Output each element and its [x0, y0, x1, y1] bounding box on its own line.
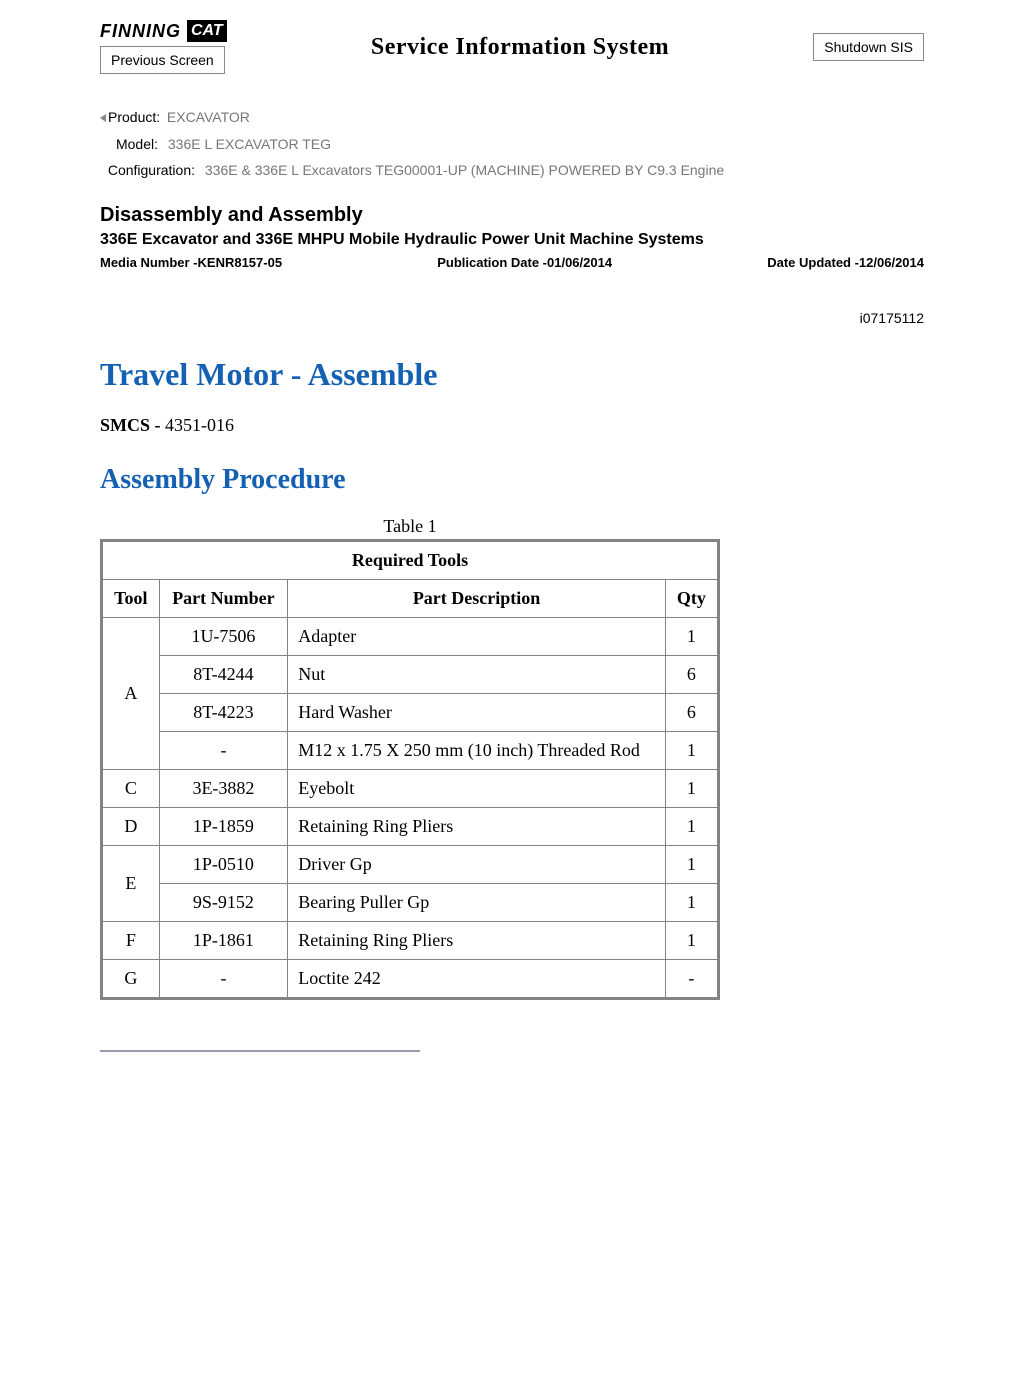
page-title: Travel Motor - Assemble	[100, 356, 924, 393]
col-qty: Qty	[665, 579, 718, 617]
table-row: C 3E-3882 Eyebolt 1	[102, 769, 719, 807]
cell-qty: 1	[665, 921, 718, 959]
arrow-left-icon[interactable]	[100, 114, 106, 122]
cell-tool: E	[102, 845, 160, 921]
logo-wrap: FINNING CAT Previous Screen	[100, 20, 227, 74]
meta-value: 336E & 336E L Excavators TEG00001-UP (MA…	[205, 162, 724, 178]
sis-title: Service Information System	[371, 34, 669, 61]
table-row: 8T-4244 Nut 6	[102, 655, 719, 693]
table-caption: Table 1	[100, 516, 720, 537]
cell-tool: G	[102, 959, 160, 998]
header: FINNING CAT Previous Screen Service Info…	[10, 20, 1014, 74]
da-title: Disassembly and Assembly	[100, 204, 924, 227]
cell-qty: 1	[665, 769, 718, 807]
cell-pn: 1P-1861	[159, 921, 288, 959]
cell-desc: Retaining Ring Pliers	[288, 807, 666, 845]
smcs-value: 4351-016	[165, 415, 234, 435]
cell-qty: 1	[665, 845, 718, 883]
cell-tool: A	[102, 617, 160, 769]
col-part-description: Part Description	[288, 579, 666, 617]
publication-date: Publication Date -01/06/2014	[437, 255, 612, 270]
logo-finning-text: FINNING	[100, 21, 181, 42]
cell-qty: 1	[665, 731, 718, 769]
cell-tool: D	[102, 807, 160, 845]
media-number: Media Number -KENR8157-05	[100, 255, 282, 270]
meta-block: Product: EXCAVATOR Model: 336E L EXCAVAT…	[100, 104, 1014, 184]
document-body: Disassembly and Assembly 336E Excavator …	[100, 204, 924, 1000]
cell-qty: 1	[665, 807, 718, 845]
table-row: G - Loctite 242 -	[102, 959, 719, 998]
cell-qty: 1	[665, 883, 718, 921]
cell-desc: Loctite 242	[288, 959, 666, 998]
table-title: Required Tools	[102, 540, 719, 579]
cell-pn: 8T-4244	[159, 655, 288, 693]
meta-row-config: Configuration: 336E & 336E L Excavators …	[100, 157, 1014, 184]
cell-qty: 6	[665, 655, 718, 693]
meta-label: Model:	[100, 131, 158, 158]
cell-desc: Hard Washer	[288, 693, 666, 731]
meta-row-model: Model: 336E L EXCAVATOR TEG	[100, 131, 1014, 158]
cell-desc: Retaining Ring Pliers	[288, 921, 666, 959]
cell-desc: Driver Gp	[288, 845, 666, 883]
cell-pn: 1U-7506	[159, 617, 288, 655]
publication-row: Media Number -KENR8157-05 Publication Da…	[100, 255, 924, 270]
cell-pn: 1P-0510	[159, 845, 288, 883]
cell-desc: M12 x 1.75 X 250 mm (10 inch) Threaded R…	[288, 731, 666, 769]
cell-desc: Adapter	[288, 617, 666, 655]
table-row: F 1P-1861 Retaining Ring Pliers 1	[102, 921, 719, 959]
shutdown-sis-button[interactable]: Shutdown SIS	[813, 33, 924, 61]
doc-id: i07175112	[100, 310, 924, 326]
cell-pn: 9S-9152	[159, 883, 288, 921]
smcs-label: SMCS -	[100, 415, 165, 435]
section-title: Assembly Procedure	[100, 464, 924, 496]
col-part-number: Part Number	[159, 579, 288, 617]
cell-tool: C	[102, 769, 160, 807]
meta-row-product: Product: EXCAVATOR	[100, 104, 1014, 131]
cell-qty: -	[665, 959, 718, 998]
table-header-row: Tool Part Number Part Description Qty	[102, 579, 719, 617]
table-row: A 1U-7506 Adapter 1	[102, 617, 719, 655]
cell-pn: -	[159, 731, 288, 769]
smcs-line: SMCS - 4351-016	[100, 415, 924, 436]
table-row: - M12 x 1.75 X 250 mm (10 inch) Threaded…	[102, 731, 719, 769]
da-subtitle: 336E Excavator and 336E MHPU Mobile Hydr…	[100, 231, 924, 249]
table-row: D 1P-1859 Retaining Ring Pliers 1	[102, 807, 719, 845]
cell-desc: Bearing Puller Gp	[288, 883, 666, 921]
cell-pn: -	[159, 959, 288, 998]
table-title-row: Required Tools	[102, 540, 719, 579]
meta-label: Product:	[108, 104, 163, 131]
cell-qty: 6	[665, 693, 718, 731]
date-updated: Date Updated -12/06/2014	[767, 255, 924, 270]
cell-pn: 1P-1859	[159, 807, 288, 845]
meta-value: EXCAVATOR	[167, 109, 250, 125]
cell-desc: Nut	[288, 655, 666, 693]
logo-cat-badge: CAT	[187, 20, 227, 42]
col-tool: Tool	[102, 579, 160, 617]
logo: FINNING CAT	[100, 20, 227, 42]
footer-rule	[100, 1050, 420, 1052]
cell-pn: 3E-3882	[159, 769, 288, 807]
cell-pn: 8T-4223	[159, 693, 288, 731]
meta-label: Configuration:	[100, 157, 195, 184]
cell-tool: F	[102, 921, 160, 959]
table-row: 9S-9152 Bearing Puller Gp 1	[102, 883, 719, 921]
previous-screen-button[interactable]: Previous Screen	[100, 46, 225, 74]
table-row: E 1P-0510 Driver Gp 1	[102, 845, 719, 883]
table-row: 8T-4223 Hard Washer 6	[102, 693, 719, 731]
cell-qty: 1	[665, 617, 718, 655]
cell-desc: Eyebolt	[288, 769, 666, 807]
meta-value: 336E L EXCAVATOR TEG	[168, 136, 331, 152]
required-tools-table: Required Tools Tool Part Number Part Des…	[100, 539, 720, 1000]
